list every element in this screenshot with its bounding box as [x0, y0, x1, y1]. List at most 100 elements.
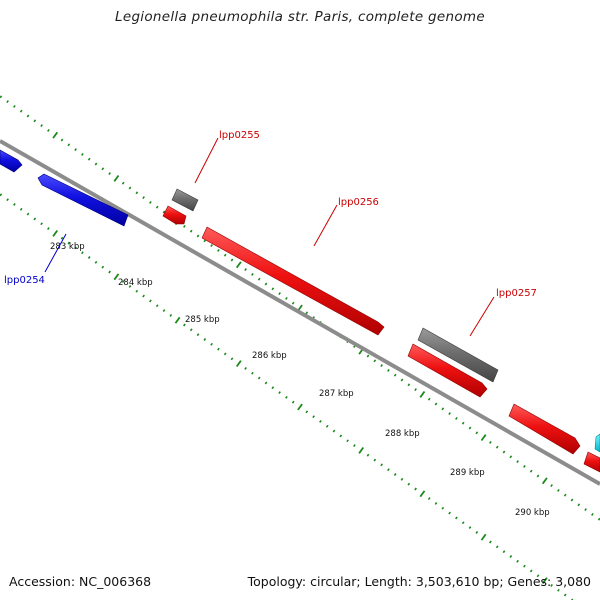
outer-track-minor-tick [400, 378, 404, 382]
outer-track-minor-tick [81, 152, 84, 156]
inner-track-minor-tick [278, 391, 281, 394]
inner-track-minor-tick [475, 530, 479, 534]
outer-track-minor-tick [94, 162, 98, 166]
inner-track-minor-tick [346, 439, 349, 443]
outer-track-minor-tick [183, 224, 186, 228]
inner-track-minor-tick [6, 198, 9, 202]
leader-lpp0257 [469, 296, 495, 337]
inner-track-minor-tick [189, 328, 193, 332]
outer-track-minor-tick [19, 109, 23, 113]
outer-track-minor-tick [6, 100, 9, 104]
outer-track-major-tick [541, 477, 548, 485]
outer-track-minor-tick [223, 253, 227, 257]
outer-track-minor-tick [495, 445, 499, 449]
inner-track-minor-tick [142, 294, 145, 298]
inner-track-minor-tick [550, 583, 553, 587]
outer-track-minor-tick [563, 493, 567, 497]
feature-cyan-edge [594, 433, 600, 453]
outer-track-minor-tick [489, 440, 492, 444]
inner-track-minor-tick [353, 444, 356, 448]
leader-lpp0255 [194, 137, 219, 184]
inner-track-minor-tick [312, 415, 315, 419]
outer-track-major-tick [419, 390, 426, 398]
scale-label-284: 284 kbp [118, 278, 153, 288]
topology-text: Topology: circular; Length: 3,503,610 bp… [247, 574, 591, 589]
inner-track-minor-tick [155, 304, 159, 308]
outer-tick-track [0, 95, 600, 521]
outer-track-minor-tick [285, 296, 288, 300]
outer-track-minor-tick [189, 229, 193, 233]
scale-label-290: 290 kbp [515, 508, 550, 518]
cds-lpp0255 [162, 205, 187, 225]
outer-track-minor-tick [448, 412, 451, 416]
outer-track-minor-tick [121, 181, 125, 185]
inner-track-minor-tick [67, 241, 71, 245]
inner-tick-track [0, 193, 574, 600]
outer-track-minor-tick [523, 464, 526, 468]
inner-track-minor-tick [448, 511, 451, 515]
cds-lpp0257 [407, 343, 488, 398]
outer-track-minor-tick [475, 431, 479, 435]
outer-track-minor-tick [584, 508, 587, 512]
outer-track-minor-tick [196, 234, 200, 238]
inner-track-minor-tick [414, 487, 417, 491]
inner-track-minor-tick [461, 521, 465, 525]
outer-track-major-tick [113, 174, 120, 182]
inner-track-minor-tick [285, 395, 288, 399]
outer-track-minor-tick [468, 426, 472, 430]
outer-track-minor-tick [217, 248, 220, 252]
inner-track-minor-tick [26, 212, 30, 216]
scale-label-288: 288 kbp [385, 429, 420, 439]
outer-track-minor-tick [87, 157, 91, 161]
inner-track-minor-tick [489, 540, 492, 544]
inner-track-minor-tick [441, 506, 445, 510]
outer-track-minor-tick [101, 167, 105, 171]
inner-track-minor-tick [427, 497, 431, 501]
outer-track-minor-tick [461, 421, 465, 425]
leader-lpp0254 [44, 233, 67, 273]
inner-track-major-tick [419, 490, 426, 498]
backbone-line [0, 139, 600, 486]
outer-track-minor-tick [455, 416, 458, 420]
outer-track-minor-tick [434, 402, 438, 406]
outer-track-minor-tick [414, 388, 417, 392]
outer-track-minor-tick [0, 95, 3, 99]
inner-track-minor-tick [203, 338, 207, 341]
inner-track-minor-tick [516, 559, 519, 563]
inner-track-major-tick [480, 533, 487, 541]
outer-track-minor-tick [271, 287, 275, 291]
scale-label-289: 289 kbp [450, 468, 485, 478]
inner-track-minor-tick [128, 285, 132, 288]
inner-track-minor-tick [339, 434, 343, 438]
inner-track-minor-tick [251, 371, 254, 375]
accession-text: Accession: NC_006368 [9, 574, 152, 589]
inner-track-minor-tick [380, 463, 383, 467]
outer-track-minor-tick [380, 364, 383, 368]
cds-next-right [508, 403, 581, 455]
outer-track-minor-tick [60, 138, 64, 142]
inner-track-major-tick [541, 577, 548, 585]
inner-track-minor-tick [0, 193, 3, 197]
inner-track-minor-tick [13, 203, 16, 206]
inner-track-minor-tick [502, 550, 506, 554]
inner-track-minor-tick [230, 357, 234, 361]
inner-track-minor-tick [400, 477, 404, 481]
inner-track-minor-tick [305, 410, 309, 414]
outer-track-minor-tick [149, 200, 152, 204]
inner-track-minor-tick [563, 593, 567, 597]
inner-track-minor-tick [19, 207, 23, 211]
outer-track-minor-tick [142, 196, 145, 200]
outer-track-minor-tick [26, 114, 30, 118]
inner-track-minor-tick [393, 473, 397, 476]
outer-track-minor-tick [366, 354, 370, 358]
inner-track-major-tick [358, 446, 365, 454]
feature-label-lpp0257: lpp0257 [496, 288, 537, 299]
outer-track-minor-tick [210, 244, 213, 248]
feature-blocks [0, 149, 600, 473]
outer-track-minor-tick [393, 373, 397, 377]
outer-track-minor-tick [230, 258, 234, 262]
outer-track-major-tick [52, 131, 59, 139]
inner-track-minor-tick [557, 588, 560, 592]
inner-track-minor-tick [135, 289, 139, 293]
